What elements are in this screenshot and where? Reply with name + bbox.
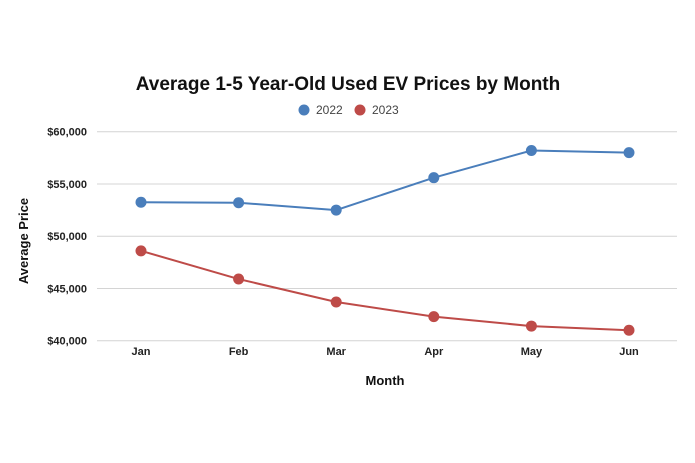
y-axis-ticks: $40,000 $45,000 $50,000 $55,000 $60,000 — [47, 127, 87, 348]
chart-title: Average 1-5 Year-Old Used EV Prices by M… — [136, 74, 561, 95]
series-2022 — [135, 145, 635, 216]
series-group — [135, 145, 635, 336]
data-point-2023-Jun — [623, 324, 635, 336]
legend-marker-2023 — [354, 104, 366, 116]
x-tick-label: May — [521, 346, 543, 358]
data-point-2022-Apr — [428, 172, 440, 184]
x-tick-label: Mar — [326, 346, 346, 358]
x-tick-label: Feb — [229, 346, 249, 358]
x-axis-ticks: Jan Feb Mar Apr May Jun — [132, 346, 640, 358]
data-point-2023-Apr — [428, 311, 440, 323]
x-tick-label: Jan — [132, 346, 151, 358]
y-tick-label: $55,000 — [47, 179, 87, 191]
x-axis-label: Month — [366, 373, 405, 388]
data-point-2022-Mar — [330, 204, 342, 216]
data-point-2022-May — [525, 145, 537, 157]
series-line-2023 — [140, 249, 630, 332]
data-point-2022-Jun — [623, 147, 635, 159]
y-tick-label: $40,000 — [47, 336, 87, 348]
y-tick-label: $45,000 — [47, 283, 87, 295]
y-axis-label: Average Price — [16, 198, 31, 284]
legend-marker-2022 — [298, 104, 310, 116]
data-point-2023-Jan — [135, 245, 147, 257]
legend-label-2023: 2023 — [372, 103, 399, 117]
y-tick-label: $50,000 — [47, 231, 87, 243]
series-line-2022 — [140, 149, 630, 212]
legend-label-2022: 2022 — [316, 103, 343, 117]
x-tick-label: Jun — [619, 346, 639, 358]
data-point-2023-Feb — [233, 273, 245, 285]
data-point-2022-Feb — [233, 197, 245, 209]
data-point-2022-Jan — [135, 196, 147, 208]
series-2023 — [135, 245, 635, 336]
x-tick-label: Apr — [424, 346, 444, 358]
legend: 2022 2023 — [298, 103, 399, 117]
data-point-2023-Mar — [330, 296, 342, 308]
data-point-2023-May — [525, 320, 537, 332]
y-tick-label: $60,000 — [47, 127, 87, 139]
gridlines — [97, 131, 677, 342]
